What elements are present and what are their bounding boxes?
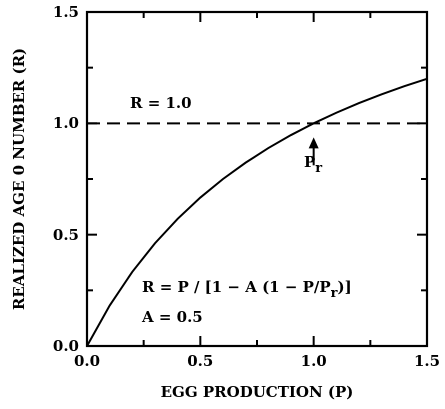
x-tick-label-2: 1.0: [301, 352, 327, 370]
formula-end: )]: [338, 278, 352, 296]
x-axis-label: EGG PRODUCTION (P): [161, 383, 354, 401]
x-tick-label-3: 1.5: [414, 352, 440, 370]
pr-label-sub: r: [315, 161, 322, 176]
formula-text: R = P / [1 − A (1 − P/Pr)]: [142, 278, 352, 301]
y-tick-label-3: 1.5: [53, 3, 79, 21]
pr-arrow-head: [308, 137, 319, 149]
pr-arrow: [308, 137, 319, 166]
formula-sub: r: [331, 286, 338, 301]
pr-label: Pr: [304, 153, 322, 176]
tick-marks: [86, 11, 428, 347]
x-tick-label-1: 0.5: [187, 352, 213, 370]
y-axis-label: REALIZED AGE 0 NUMBER (R): [10, 48, 28, 310]
reference-line-label: R = 1.0: [130, 94, 192, 112]
x-tick-label-0: 0.0: [74, 352, 100, 370]
y-tick-label-2: 1.0: [53, 114, 79, 132]
pr-label-main: P: [304, 153, 315, 171]
param-text: A = 0.5: [141, 308, 203, 326]
y-tick-label-1: 0.5: [53, 226, 79, 244]
formula-main: R = P / [1 − A (1 − P/P: [142, 278, 331, 296]
y-tick-label-0: 0.0: [53, 337, 79, 355]
series-curve: [86, 77, 428, 347]
